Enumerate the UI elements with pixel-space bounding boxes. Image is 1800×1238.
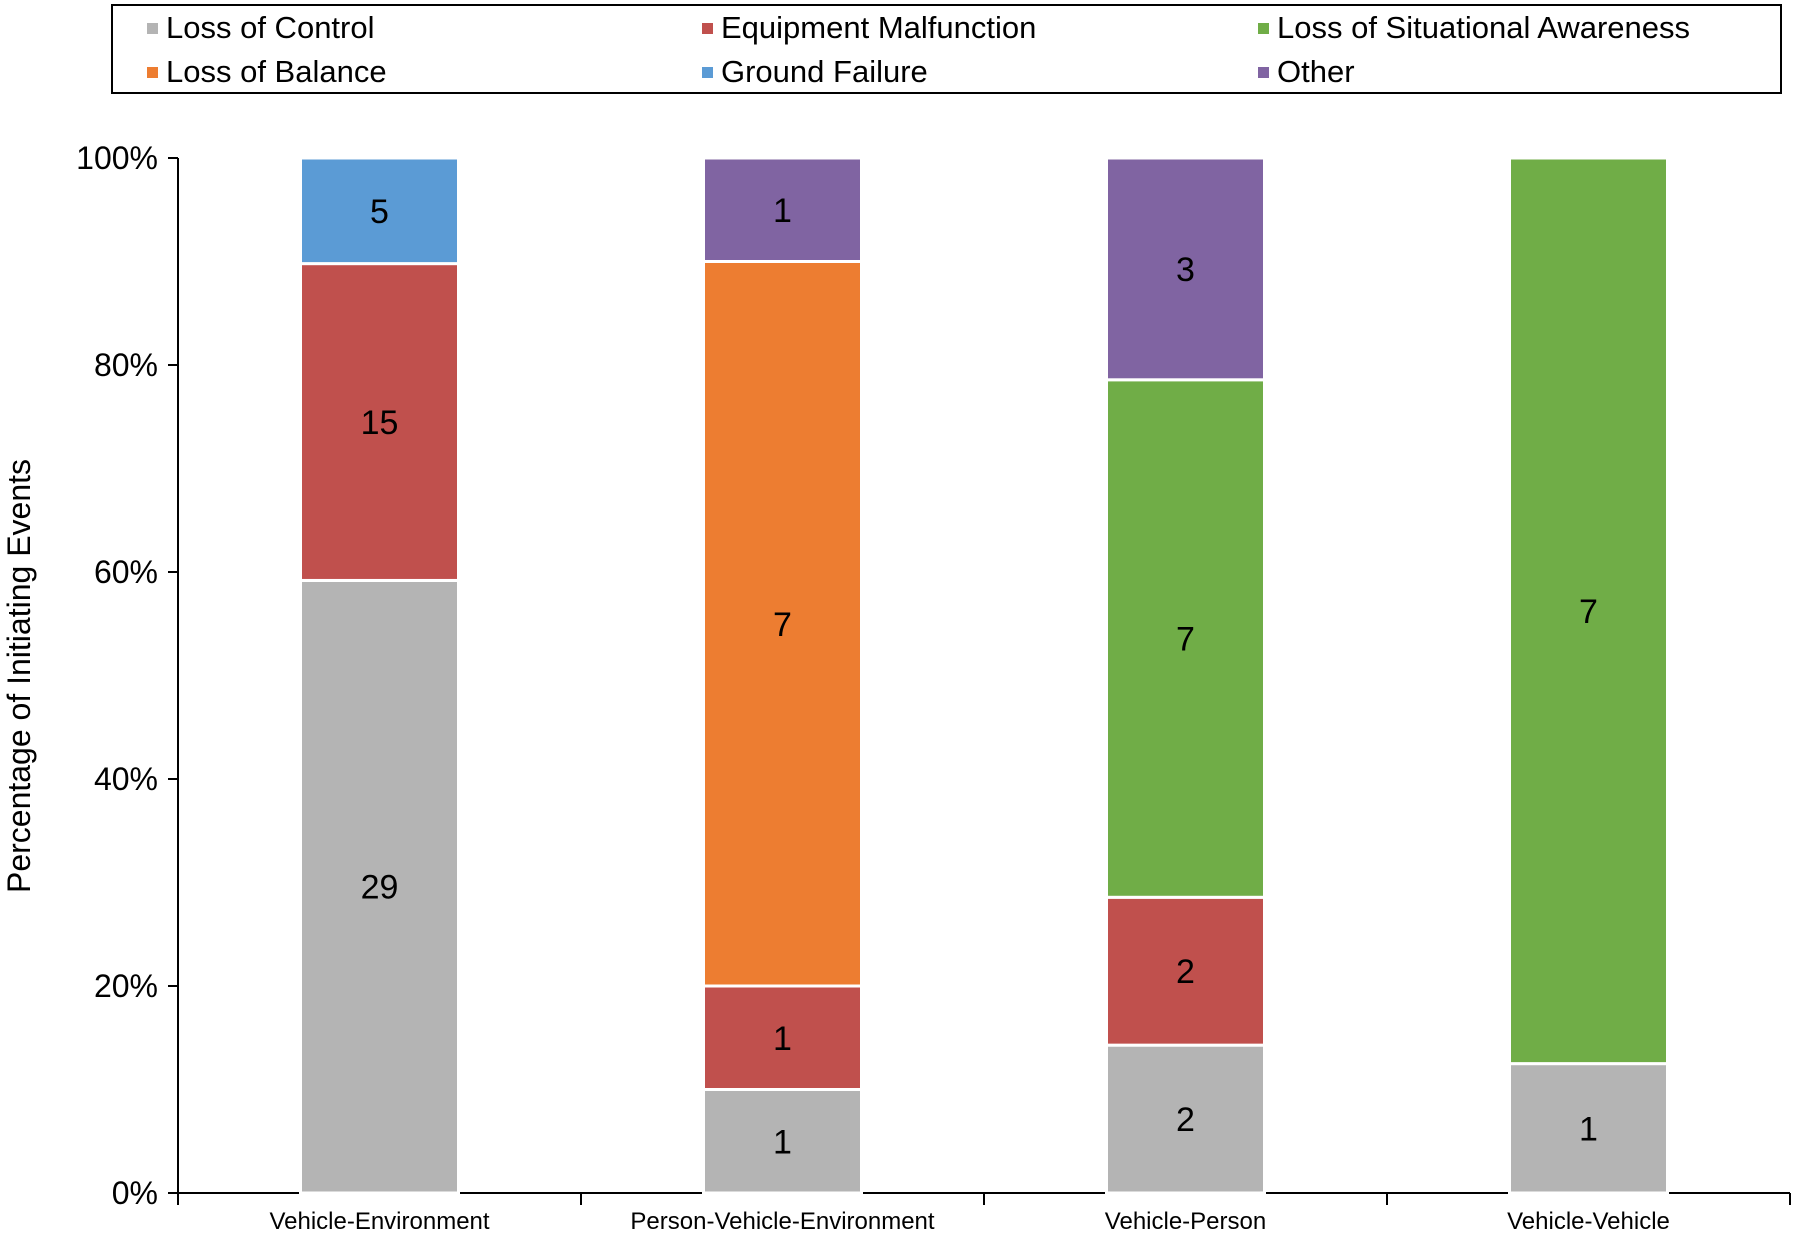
legend-label-loss-of-balance: Loss of Balance: [166, 54, 387, 89]
legend: Loss of Control Equipment Malfunction Lo…: [111, 4, 1782, 94]
legend-swatch-loss-of-balance: [147, 66, 158, 78]
x-tick-label: Vehicle-Person: [1105, 1208, 1266, 1235]
x-tick-label: Vehicle-Environment: [269, 1208, 489, 1235]
data-label-equipment-malfunction: 1: [773, 1020, 792, 1058]
data-label-equipment-malfunction: 15: [361, 404, 399, 442]
y-axis-title: Percentage of Initiating Events: [1, 459, 37, 893]
data-label-other: 1: [773, 192, 792, 230]
data-label-loss-of-control: 29: [361, 869, 399, 907]
data-label-loss-of-situational-awareness: 7: [1579, 593, 1598, 631]
legend-item-equipment-malfunction: Equipment Malfunction: [702, 10, 1036, 46]
x-tick-label: Vehicle-Vehicle: [1507, 1208, 1670, 1235]
bar-segment-equipment-malfunction: [1105, 895, 1266, 1047]
y-tick-label: 20%: [94, 968, 158, 1004]
bar-segment-loss-of-situational-awareness: [1508, 156, 1669, 1066]
bar-segment-loss-of-situational-awareness: [1105, 378, 1266, 899]
bar-segment-other: [702, 156, 863, 263]
data-label-loss-of-control: 2: [1176, 1101, 1195, 1139]
x-tick-label: Person-Vehicle-Environment: [630, 1208, 934, 1235]
bar-segment-equipment-malfunction: [702, 984, 863, 1091]
legend-swatch-other: [1258, 66, 1269, 78]
bar-segment-equipment-malfunction: [299, 262, 460, 582]
data-label-other: 3: [1176, 251, 1195, 289]
legend-label-other: Other: [1277, 54, 1355, 89]
legend-label-loss-of-situational-awareness: Loss of Situational Awareness: [1277, 10, 1691, 45]
bar-segment-loss-of-balance: [702, 260, 863, 988]
y-tick-label: 100%: [76, 140, 158, 176]
bars: [299, 156, 1669, 1195]
legend-swatch-equipment-malfunction: [702, 22, 713, 34]
legend-label-loss-of-control: Loss of Control: [166, 10, 375, 45]
legend-item-loss-of-control: Loss of Control: [147, 10, 375, 46]
y-tick-label: 0%: [112, 1175, 158, 1211]
data-label-loss-of-balance: 7: [773, 606, 792, 644]
data-label-loss-of-control: 1: [773, 1123, 792, 1161]
legend-label-equipment-malfunction: Equipment Malfunction: [721, 10, 1037, 45]
y-tick-label: 60%: [94, 554, 158, 590]
data-label-ground-failure: 5: [370, 193, 389, 231]
legend-swatch-loss-of-situational-awareness: [1258, 22, 1269, 34]
legend-item-ground-failure: Ground Failure: [702, 54, 928, 90]
legend-swatch-loss-of-control: [147, 22, 158, 34]
legend-item-loss-of-balance: Loss of Balance: [147, 54, 387, 90]
legend-label-ground-failure: Ground Failure: [721, 54, 928, 89]
data-label-equipment-malfunction: 2: [1176, 953, 1195, 991]
bar-segment-ground-failure: [299, 156, 460, 266]
bar-segment-other: [1105, 156, 1266, 382]
data-label-loss-of-control: 1: [1579, 1110, 1598, 1148]
legend-swatch-ground-failure: [702, 66, 713, 78]
data-label-loss-of-situational-awareness: 7: [1176, 621, 1195, 659]
legend-item-other: Other: [1258, 54, 1355, 90]
segment-labels: 29 15 5 1 1 7 1 2 2 7 3 1 7: [361, 192, 1598, 1162]
y-tick-label: 80%: [94, 347, 158, 383]
bar-segment-loss-of-control: [1508, 1062, 1669, 1195]
y-tick-label: 40%: [94, 761, 158, 797]
legend-item-loss-of-situational-awareness: Loss of Situational Awareness: [1258, 10, 1690, 46]
